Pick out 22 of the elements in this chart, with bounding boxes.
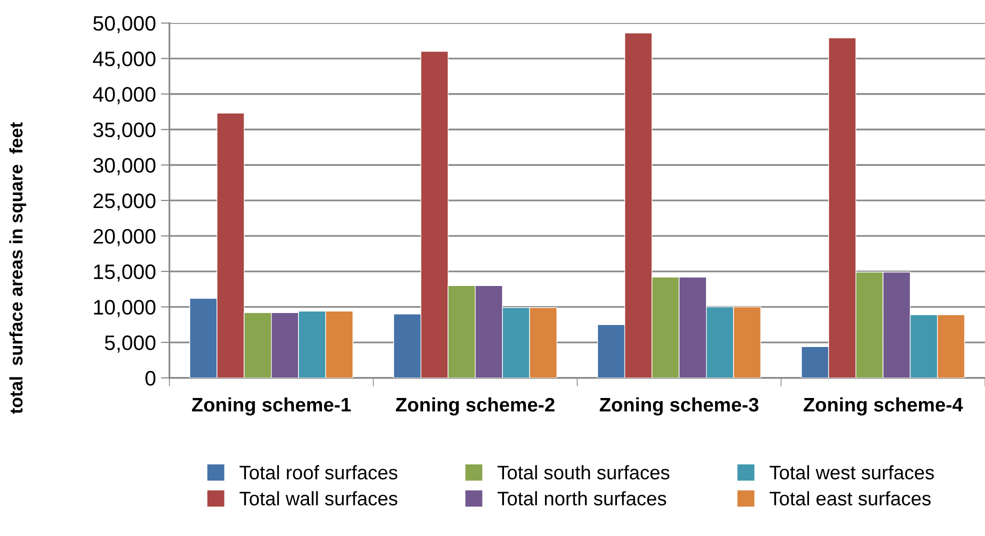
y-tick-label: 25,000 xyxy=(94,193,156,211)
y-tick-label: 5,000 xyxy=(104,335,156,353)
legend-label: Total west surfaces xyxy=(770,465,934,480)
legend-label: Total south surfaces xyxy=(498,465,670,480)
x-tick-label: Zoning scheme-3 xyxy=(600,397,758,416)
y-tick-label: 35,000 xyxy=(93,122,156,140)
y-tick-label: 10,000 xyxy=(94,300,156,318)
y-axis-title: total surface areas in square feet xyxy=(9,122,26,414)
legend-label: Total wall surfaces xyxy=(240,491,398,506)
x-tick-label: Zoning scheme-1 xyxy=(192,397,351,416)
x-tick-label: Zoning scheme-2 xyxy=(396,397,554,416)
y-tick-label: 0 xyxy=(145,370,156,386)
y-tick-label: 20,000 xyxy=(94,228,156,246)
y-tick-label: 50,000 xyxy=(93,16,156,34)
x-tick-label: Zoning scheme-4 xyxy=(804,397,963,416)
y-tick-label: 40,000 xyxy=(92,87,156,104)
legend-label: Total east surfaces xyxy=(770,491,931,506)
legend-label: Total roof surfaces xyxy=(240,465,398,480)
y-tick-label: 30,000 xyxy=(93,158,156,176)
legend-label: Total north surfaces xyxy=(498,491,666,506)
y-tick-label: 15,000 xyxy=(94,264,156,282)
y-tick-label: 45,000 xyxy=(92,52,156,69)
